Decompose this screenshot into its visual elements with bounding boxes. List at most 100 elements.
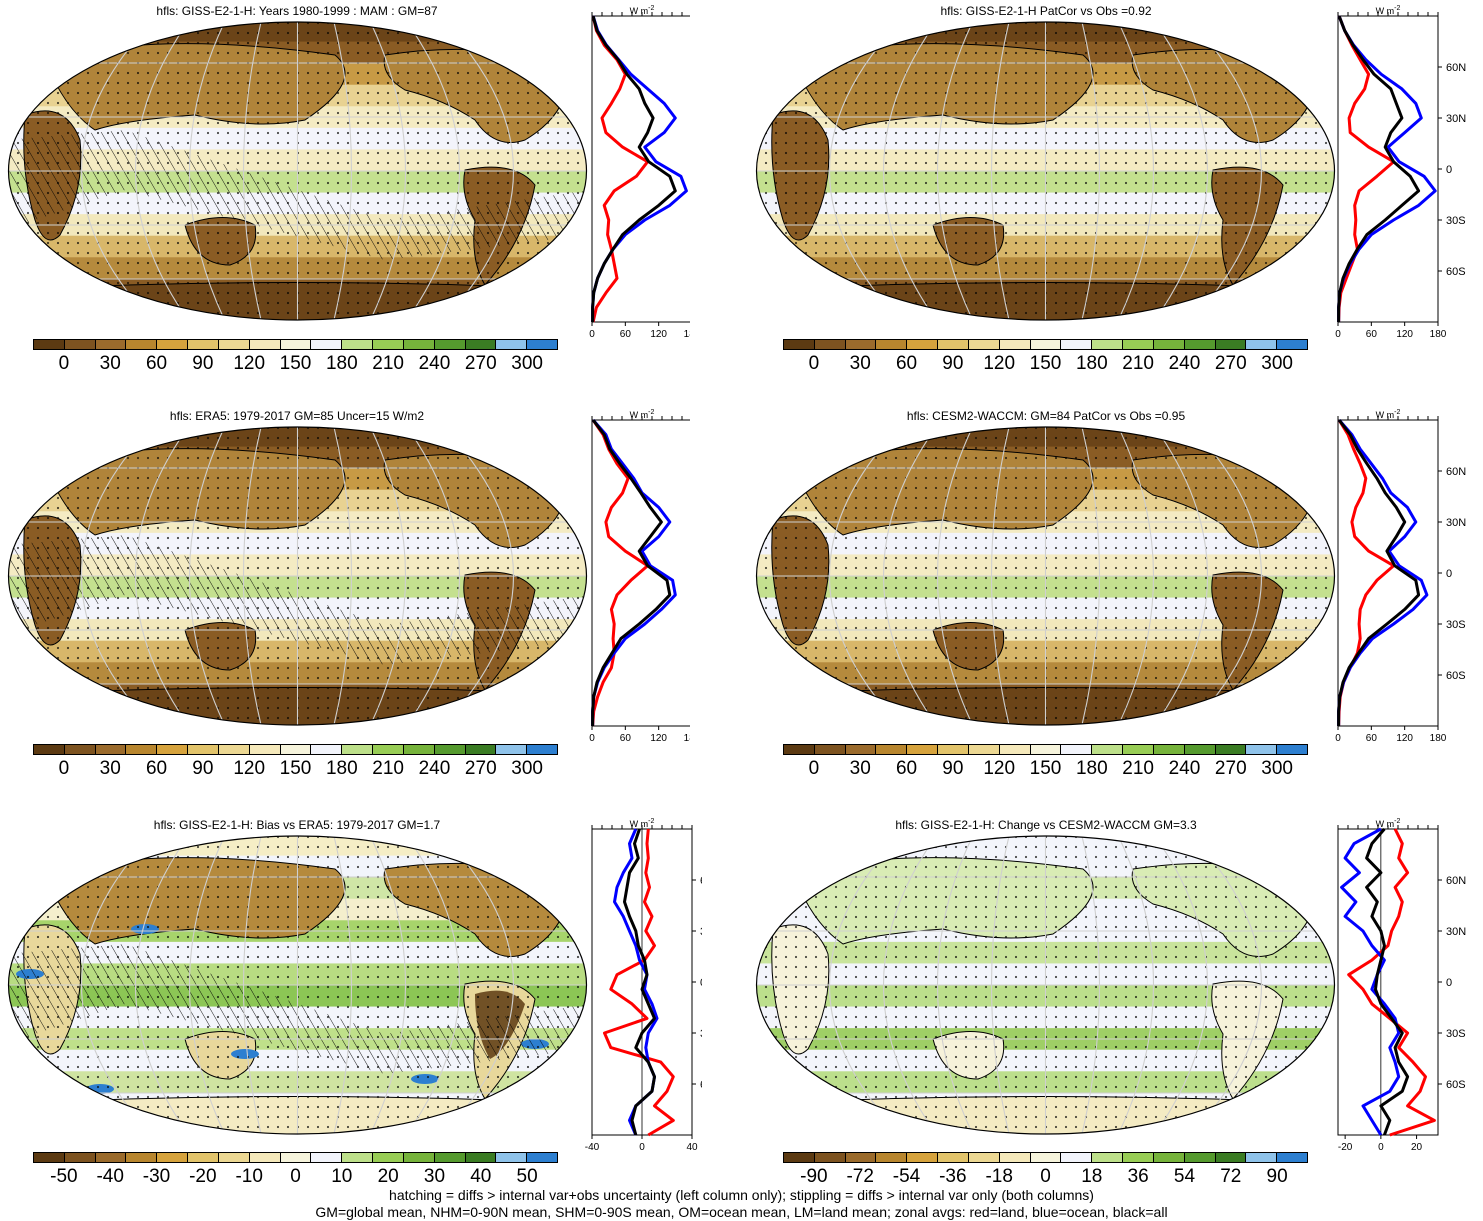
colorbar-swatch xyxy=(999,745,1031,754)
colorbar-ticks: -90 -72 -54 -36 -18 0 18 36 54 72 90 xyxy=(783,1166,1308,1190)
colorbar-tick-label: 180 xyxy=(325,758,358,779)
colorbar-swatch xyxy=(1092,745,1124,754)
colorbar xyxy=(783,744,1308,755)
zonal-lat-label: 60N xyxy=(1446,875,1466,887)
colorbar-swatch xyxy=(1061,340,1093,349)
colorbar-swatch xyxy=(64,1153,96,1162)
colorbar-tick-label: -72 xyxy=(846,1166,874,1187)
zonal-series-line xyxy=(591,419,672,726)
colorbar-tick-label: 20 xyxy=(377,1166,399,1187)
colorbar-tick-label: 18 xyxy=(1081,1166,1103,1187)
colorbar-swatch xyxy=(95,340,127,349)
colorbar-tick-label: 180 xyxy=(325,353,358,374)
zonal-unit-label: W m-2 xyxy=(630,818,655,829)
colorbar-tick-label: 120 xyxy=(233,353,266,374)
colorbar-tick-label: 60 xyxy=(895,758,918,779)
zonal-x-tick-label: 180 xyxy=(1430,329,1447,340)
zonal-unit-exp: -2 xyxy=(1394,5,1400,12)
zonal-series-line xyxy=(1347,828,1436,1137)
colorbar-tick-label: -10 xyxy=(235,1166,263,1187)
colorbar-swatch xyxy=(784,340,815,349)
colorbar-swatch xyxy=(1153,745,1185,754)
panel-title: hfls: GISS-E2-1-H PatCor vs Obs =0.92 xyxy=(940,4,1152,18)
zonal-series-line xyxy=(591,419,650,727)
colorbar-tick-label: 210 xyxy=(1122,758,1154,779)
colorbar-tick-label: 300 xyxy=(1261,758,1293,779)
colorbar-swatch xyxy=(403,745,435,754)
zonal-x-tick-label: 180 xyxy=(684,329,690,340)
map-plot xyxy=(755,426,1336,726)
colorbar-tick-label: 90 xyxy=(942,758,964,779)
zonal-x-tick-label: 120 xyxy=(1396,733,1413,744)
map-frame xyxy=(755,426,1336,726)
zonal-x-tick-label: 40 xyxy=(686,1142,698,1153)
zonal-series-line xyxy=(591,15,677,322)
colorbar xyxy=(783,1152,1308,1163)
zonal-unit-exp: -2 xyxy=(648,5,654,12)
zonal-mean-plot: W m-2 -20 0 20 60N 30N 0 30S 60S xyxy=(1337,818,1466,1153)
zonal-x-tick-label: 0 xyxy=(1378,1142,1384,1153)
colorbar-swatch xyxy=(373,1153,404,1162)
colorbar-swatch xyxy=(1092,1153,1124,1162)
colorbar-swatch xyxy=(1061,1153,1093,1162)
colorbar-swatch xyxy=(157,340,189,349)
colorbar-swatch xyxy=(311,1153,343,1162)
colorbar-swatch xyxy=(403,1153,435,1162)
zonal-lat-label: 60N xyxy=(1446,466,1466,478)
colorbar-tick-label: 36 xyxy=(1127,1166,1149,1187)
colorbar-swatch xyxy=(465,1153,497,1162)
colorbar-tick-label: 60 xyxy=(145,353,168,374)
colorbar-ticks: -50 -40 -30 -20 -10 0 10 20 30 40 50 xyxy=(33,1166,558,1190)
zonal-series-line xyxy=(603,828,675,1137)
colorbar xyxy=(33,339,558,350)
colorbar-swatch xyxy=(527,1153,558,1162)
zonal-lat-label: 30S xyxy=(1446,1028,1466,1040)
map-graticule xyxy=(8,427,587,725)
zonal-unit-label: W m-2 xyxy=(630,409,655,420)
zonal-series-line xyxy=(613,828,659,1136)
colorbar-tick-label: 10 xyxy=(331,1166,353,1187)
zonal-x-tick-label: 0 xyxy=(589,733,595,744)
colorbar-tick-label: -30 xyxy=(142,1166,171,1187)
colorbar-swatch xyxy=(1153,1153,1185,1162)
zonal-unit-exp: -2 xyxy=(648,409,654,416)
colorbar-swatch xyxy=(126,340,158,349)
colorbar-swatch xyxy=(157,1153,189,1162)
colorbar-swatch xyxy=(1123,340,1154,349)
colorbar-tick-label: 150 xyxy=(279,353,312,374)
colorbar-swatch xyxy=(968,340,1000,349)
colorbar-swatch xyxy=(342,340,374,349)
colorbar xyxy=(783,339,1308,350)
colorbar-tick-label: 90 xyxy=(192,758,214,779)
colorbar-swatch xyxy=(311,340,343,349)
zonal-series-line xyxy=(1337,419,1429,726)
colorbar-tick-label: 270 xyxy=(464,353,497,374)
colorbar-tick-label: 60 xyxy=(145,758,168,779)
colorbar-tick-label: 270 xyxy=(1214,758,1247,779)
zonal-x-tick-label: 60 xyxy=(620,329,632,340)
zonal-x-tick-label: 60 xyxy=(620,733,632,744)
colorbar-tick-label: 60 xyxy=(895,353,918,374)
zonal-lat-label: 60S xyxy=(1446,266,1466,278)
colorbar-swatch xyxy=(1215,340,1247,349)
colorbar-swatch xyxy=(1246,745,1278,754)
colorbar-swatch xyxy=(280,340,312,349)
map-graticule xyxy=(756,836,1335,1134)
colorbar-ticks: 0 30 60 90 120 150 180 210 240 270 300 xyxy=(33,353,558,377)
panel-title: hfls: GISS-E2-1-H: Years 1980-1999 : MAM… xyxy=(156,4,438,18)
zonal-lat-label: 30N xyxy=(700,926,702,938)
colorbar-swatch xyxy=(249,745,281,754)
colorbar-tick-label: 240 xyxy=(418,353,451,374)
colorbar-swatch xyxy=(1246,340,1278,349)
colorbar-swatch xyxy=(126,1153,158,1162)
zonal-lat-label: 30S xyxy=(700,1028,702,1040)
colorbar-swatch xyxy=(1277,745,1308,754)
zonal-x-tick-label: 0 xyxy=(1335,733,1341,744)
zonal-x-tick-label: 60 xyxy=(1366,733,1378,744)
map-plot xyxy=(755,21,1336,321)
colorbar-swatch xyxy=(126,745,158,754)
zonal-x-tick-label: 120 xyxy=(650,329,667,340)
